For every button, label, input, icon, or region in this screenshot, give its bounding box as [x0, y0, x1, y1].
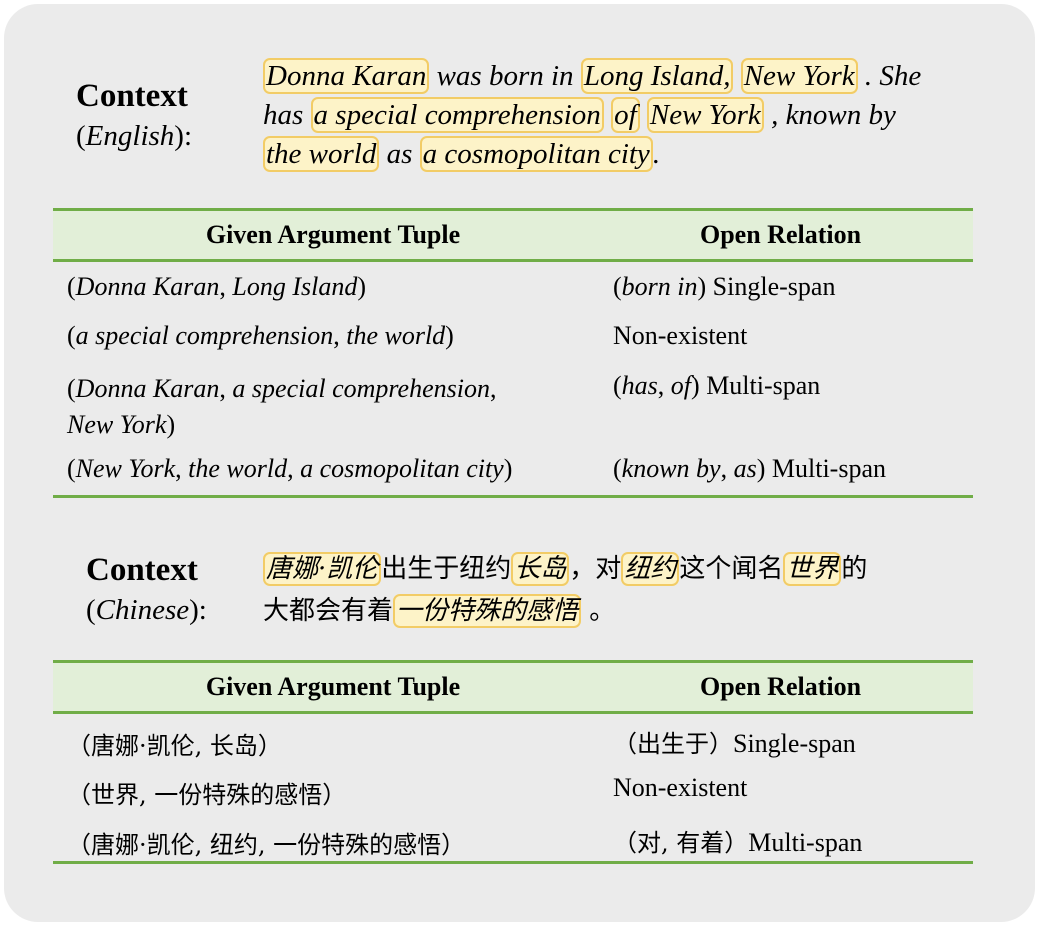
figure-panel: Context (English): Donna Karan was born …: [4, 4, 1035, 922]
open-relation-cell: （对, 有着）Multi-span: [613, 812, 973, 864]
context-line: 唐娜·凯伦 出生于纽约 长岛 ，对 纽约 这个闻名 世界的: [263, 548, 1023, 590]
table-row: (Donna Karan, a special comprehension, Ne…: [53, 361, 973, 447]
highlighted-span: 一份特殊的感悟: [393, 594, 582, 628]
context-heading: Context: [76, 78, 188, 114]
highlighted-span: a cosmopolitan city: [419, 136, 653, 172]
argument-tuple-cell: (a special comprehension, the world): [67, 320, 454, 350]
header-argument-tuple: Given Argument Tuple: [53, 660, 613, 714]
context-line: has a special comprehension of New York …: [263, 97, 896, 133]
table-row: （唐娜·凯伦, 长岛） （出生于）Single-span: [53, 713, 973, 763]
open-relation-cell: (born in) Single-span: [613, 272, 836, 301]
table-row: (a special comprehension, the world) Non…: [53, 311, 973, 361]
highlighted-span: of: [611, 97, 640, 133]
table-row: (Donna Karan, Long Island) (born in) Sin…: [53, 261, 973, 311]
english-context-text: Donna Karan was born in Long Island, New…: [263, 57, 1023, 174]
context-heading: Context: [86, 552, 198, 588]
argument-tuple-cell: (Donna Karan, a special comprehension, Ne…: [67, 373, 497, 439]
open-relation-cell: Non-existent: [613, 320, 748, 350]
table-row: (New York, the world, a cosmopolitan cit…: [53, 446, 973, 498]
argument-tuple-cell: （唐娜·凯伦, 纽约, 一份特殊的感悟）: [53, 812, 613, 864]
header-argument-tuple: Given Argument Tuple: [53, 208, 613, 262]
context-line: 大都会有着 一份特殊的感悟 。: [263, 594, 616, 628]
argument-tuple-cell: （世界, 一份特殊的感悟）: [67, 780, 347, 809]
open-relation-cell: (has, of) Multi-span: [613, 370, 821, 400]
highlighted-span: Long Island,: [580, 58, 734, 94]
highlighted-span: 纽约: [621, 552, 680, 586]
open-relation-cell: （出生于）Single-span: [613, 729, 856, 758]
argument-tuple-cell: (Donna Karan, Long Island): [67, 272, 367, 301]
chinese-context-text: 唐娜·凯伦 出生于纽约 长岛 ，对 纽约 这个闻名 世界的 大都会有着 一份特殊的感悟 。: [263, 548, 1023, 632]
header-open-relation: Open Relation: [613, 208, 973, 262]
highlighted-span: 世界: [783, 552, 842, 586]
highlighted-span: the world: [263, 136, 380, 172]
argument-tuple-cell: (New York, the world, a cosmopolitan cit…: [53, 446, 613, 498]
highlighted-span: 长岛: [511, 552, 570, 586]
highlighted-span: New York: [740, 58, 858, 94]
highlighted-span: 唐娜·凯伦: [263, 552, 382, 586]
highlighted-span: New York: [646, 97, 764, 133]
context-line: Donna Karan was born in Long Island, New…: [263, 57, 1023, 96]
english-context-label: Context (English):: [76, 76, 192, 156]
context-line: the world as a cosmopolitan city.: [263, 135, 1023, 174]
table-row: （世界, 一份特殊的感悟） Non-existent: [53, 763, 973, 813]
chinese-relation-table: Given Argument Tuple Open Relation （唐娜·凯…: [53, 660, 973, 864]
english-relation-table: Given Argument Tuple Open Relation (Donn…: [53, 208, 973, 498]
header-open-relation: Open Relation: [613, 660, 973, 714]
language-label: (English):: [76, 120, 193, 152]
language-label: (Chinese):: [86, 594, 207, 626]
highlighted-span: Donna Karan: [263, 58, 430, 94]
highlighted-span: a special comprehension: [310, 97, 604, 133]
chinese-context-label: Context (Chinese):: [86, 550, 207, 630]
argument-tuple-cell: （唐娜·凯伦, 长岛）: [67, 732, 282, 760]
open-relation-cell: (known by, as) Multi-span: [613, 446, 973, 498]
table-row: （唐娜·凯伦, 纽约, 一份特殊的感悟） （对, 有着）Multi-span: [53, 812, 973, 864]
open-relation-cell: Non-existent: [613, 772, 748, 802]
